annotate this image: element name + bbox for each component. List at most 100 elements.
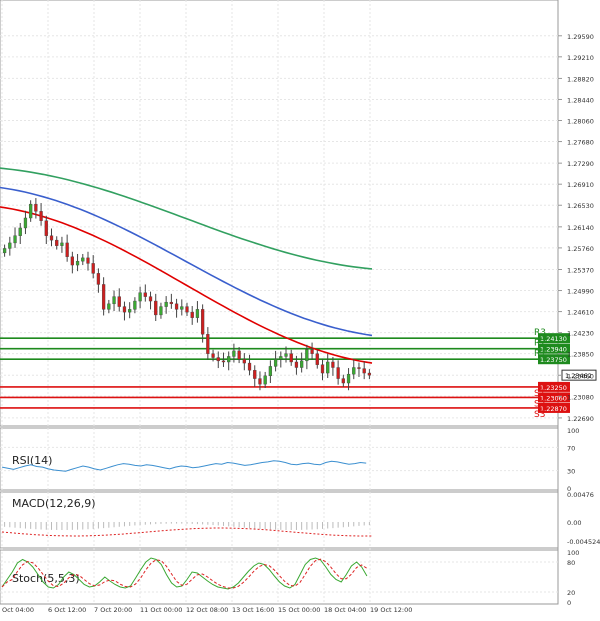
stoch-tick-label: 0 [567, 599, 571, 607]
candle [315, 353, 319, 365]
candle [60, 242, 64, 246]
candle [2, 248, 7, 254]
panel-frame [0, 549, 559, 605]
panel-frame [0, 427, 559, 491]
stoch-k-line [1, 557, 368, 590]
candle [8, 242, 12, 249]
y-tick-label: 1.24990 [567, 288, 594, 296]
candle [122, 306, 127, 313]
rsi-tick-label: 70 [567, 444, 575, 452]
level-price-label: 1.24130 [540, 335, 567, 343]
candle [13, 235, 17, 244]
y-tick-label: 1.25370 [567, 266, 594, 274]
y-tick-label: 1.22690 [567, 415, 594, 423]
stoch-tick-label: 100 [567, 549, 579, 557]
candle [206, 334, 210, 354]
candle [341, 378, 345, 384]
x-tick-label: 18 Oct 04:00 [324, 606, 366, 614]
level-price-label: 1.23060 [540, 394, 567, 402]
level-price-label: 1.23250 [540, 384, 567, 392]
x-tick-label: 19 Oct 12:00 [370, 606, 412, 614]
candle [258, 378, 262, 385]
candles [2, 198, 372, 391]
rsi-tick-label: 0 [567, 485, 571, 493]
y-tick-label: 1.23460 [567, 372, 594, 380]
candle [65, 242, 69, 257]
moving-averages [0, 167, 373, 364]
candle [174, 303, 179, 310]
rsi-tick-label: 100 [567, 427, 579, 435]
candle [367, 372, 372, 376]
ma-line [0, 167, 373, 270]
candle [227, 356, 231, 363]
candle [81, 257, 85, 262]
x-tick-label: Oct 04:00 [2, 606, 34, 614]
candle [75, 260, 80, 266]
ma-line [0, 206, 373, 364]
candle [117, 296, 121, 307]
candle [18, 227, 22, 236]
level-price-tag [538, 392, 570, 403]
current-price-label: 1.23462 [565, 372, 592, 380]
level-price-label: 1.23750 [540, 356, 567, 364]
candle [91, 263, 95, 274]
candle [101, 284, 106, 310]
candle [232, 350, 236, 357]
candle [284, 353, 288, 357]
y-tick-label: 1.26910 [567, 181, 594, 189]
candle [201, 309, 205, 335]
candle [159, 306, 163, 316]
candle [242, 359, 246, 364]
panel-frame [0, 0, 559, 427]
candle [169, 301, 173, 305]
candle [289, 353, 293, 363]
y-tick-label: 1.25760 [567, 245, 594, 253]
rsi-line [1, 460, 367, 472]
candle [34, 203, 38, 212]
y-tick-label: 1.28440 [567, 96, 594, 104]
level-name-r3: R3 [534, 328, 546, 338]
candle [133, 300, 137, 310]
macd-tick-label: 0.00 [567, 519, 581, 527]
rsi-tick-label: 30 [567, 468, 575, 476]
candle [185, 306, 189, 313]
level-price-tag [538, 354, 570, 365]
x-tick-label: 15 Oct 00:00 [278, 606, 320, 614]
macd-signal-line [1, 527, 372, 537]
level-name-s3: S3 [534, 410, 545, 420]
candle [294, 361, 299, 368]
stoch-d-line [1, 558, 368, 589]
x-tick-label: 11 Oct 00:00 [140, 606, 182, 614]
rsi-label: RSI(14) [12, 454, 52, 467]
y-tick-label: 1.24610 [567, 309, 594, 317]
candle [326, 361, 330, 374]
candle [195, 309, 200, 318]
macd-tick-label: -0.004524 [567, 538, 600, 546]
candle [253, 370, 257, 379]
y-tick-label: 1.27680 [567, 139, 594, 147]
candle [138, 292, 142, 302]
x-tick-label: 12 Oct 08:00 [186, 606, 228, 614]
level-price-tag [538, 402, 570, 413]
candle [29, 203, 33, 219]
candle [279, 356, 283, 360]
candle [268, 366, 273, 377]
candle [190, 311, 194, 318]
candle [362, 368, 366, 374]
candle [300, 360, 304, 368]
candle [273, 359, 278, 367]
support-resistance-levels: 1.24130R31.23940R21.23750R11.23250S11.23… [0, 328, 597, 420]
y-tick-label: 1.29210 [567, 54, 594, 62]
candle [180, 306, 184, 310]
candle [154, 300, 158, 316]
y-tick-label: 1.23850 [567, 351, 594, 359]
macd-tick-label: 0.00476 [567, 491, 594, 499]
y-tick-label: 1.23080 [567, 393, 594, 401]
candle [237, 350, 241, 360]
candle [39, 211, 43, 221]
candle [86, 257, 90, 264]
level-price-label: 1.22870 [540, 405, 567, 413]
candle [44, 220, 48, 236]
macd-label: MACD(12,26,9) [12, 497, 96, 510]
